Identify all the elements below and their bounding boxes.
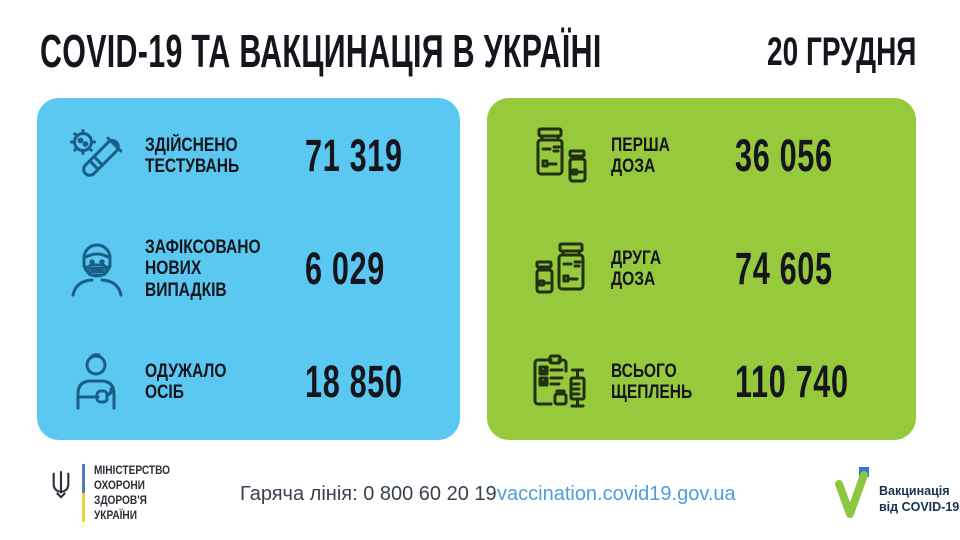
hotline-label: Гаряча лінія: 0 800 60 20 19	[240, 483, 497, 505]
vaccine-vials-icon	[527, 122, 595, 190]
stat-row-first-dose: ПЕРША ДОЗА 36 056	[487, 101, 916, 211]
stat-row-new-cases: ЗАФІКСОВАНО НОВИХ ВИПАДКІВ 6 029	[37, 214, 460, 324]
stat-row-tests: ЗДІЙСНЕНО ТЕСТУВАНЬ 71 319	[37, 101, 460, 211]
test-tube-virus-icon	[63, 122, 131, 190]
date-label: 20 ГРУДНЯ	[766, 30, 916, 74]
date-wrap: 20 ГРУДНЯ	[703, 30, 916, 75]
covid-stats-panel: ЗДІЙСНЕНО ТЕСТУВАНЬ 71 319	[37, 98, 460, 440]
footer: МІНІСТЕРСТВО ОХОРОНИ ЗДОРОВ'Я УКРАЇНИ Га…	[0, 452, 960, 540]
stat-value-second-dose: 74 605	[735, 243, 833, 294]
stat-label-first-dose: ПЕРША ДОЗА	[611, 134, 670, 177]
stat-label-tests: ЗДІЙСНЕНО ТЕСТУВАНЬ	[145, 134, 240, 177]
stat-label-total-vaccinations: ВСЬОГО ЩЕПЛЕНЬ	[611, 360, 693, 403]
ministry-logo: МІНІСТЕРСТВО ОХОРОНИ ЗДОРОВ'Я УКРАЇНИ	[48, 464, 180, 524]
vaccination-website-link[interactable]: vaccination.covid19.gov.ua	[497, 483, 736, 505]
stat-value-total-vaccinations: 110 740	[735, 356, 849, 407]
trident-icon	[52, 470, 70, 499]
stat-row-second-dose: ДРУГА ДОЗА 74 605	[487, 214, 916, 324]
stat-value-first-dose: 36 056	[735, 130, 833, 181]
vaccination-stats-panel: ПЕРША ДОЗА 36 056 ДРУГА	[487, 98, 916, 440]
vaccination-campaign-logo: Вакцинація від COVID-19	[832, 466, 959, 524]
flag-divider	[82, 464, 85, 522]
clipboard-syringe-icon	[527, 348, 595, 416]
vaccination-logo-label: Вакцинація від COVID-19	[879, 484, 960, 514]
masked-person-icon	[63, 235, 131, 303]
stat-label-second-dose: ДРУГА ДОЗА	[611, 247, 662, 290]
stat-value-tests: 71 319	[305, 130, 403, 181]
stat-value-recovered: 18 850	[305, 356, 403, 407]
stat-row-recovered: ОДУЖАЛО ОСІБ 18 850	[37, 327, 460, 437]
stat-row-total-vaccinations: ВСЬОГО ЩЕПЛЕНЬ 110 740	[487, 327, 916, 437]
vaccine-vials-icon	[527, 235, 595, 303]
page-title: COVID-19 ТА ВАКЦИНАЦІЯ В УКРАЇНІ	[40, 25, 602, 77]
ministry-name: МІНІСТЕРСТВО ОХОРОНИ ЗДОРОВ'Я УКРАЇНИ	[94, 465, 171, 522]
stat-label-recovered: ОДУЖАЛО ОСІБ	[145, 360, 227, 403]
stat-label-new-cases: ЗАФІКСОВАНО НОВИХ ВИПАДКІВ	[145, 236, 261, 301]
recovered-person-icon	[63, 348, 131, 416]
vaccination-v-icon	[835, 467, 869, 518]
stat-value-new-cases: 6 029	[305, 243, 385, 294]
